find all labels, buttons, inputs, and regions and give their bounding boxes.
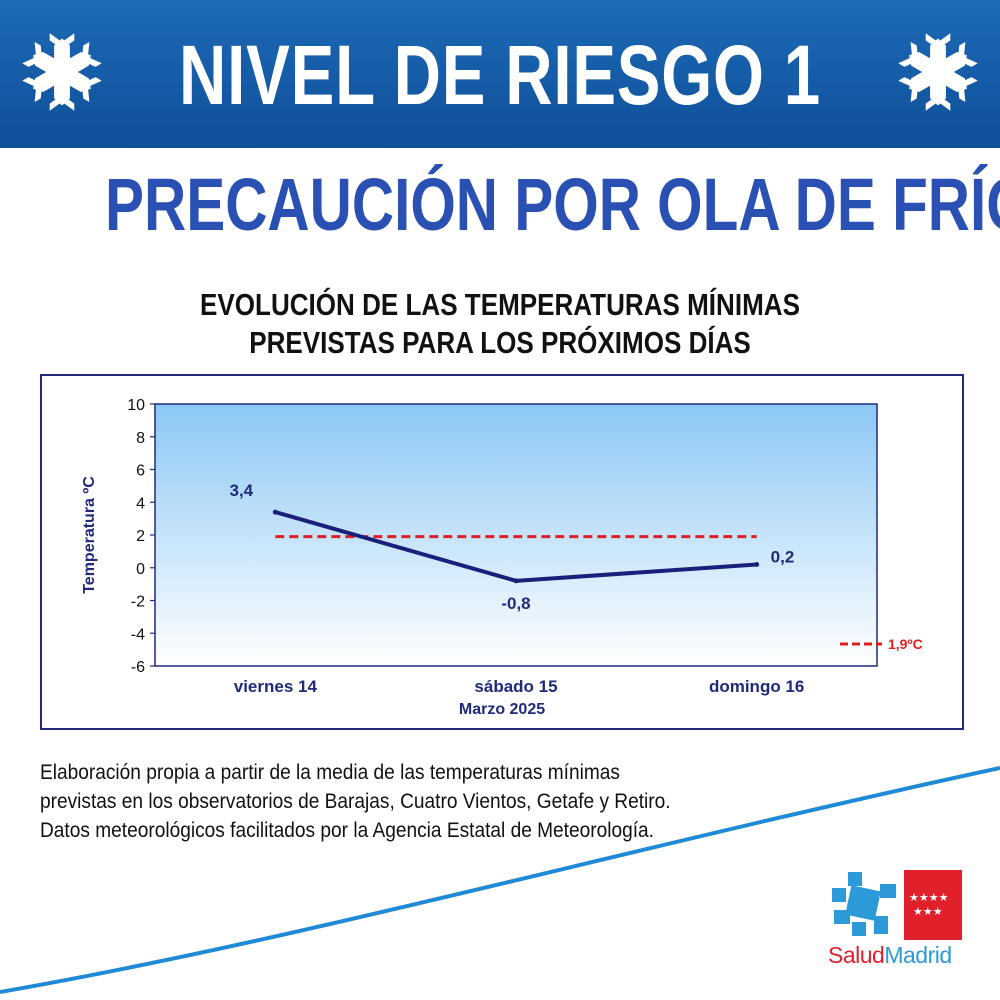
y-tick-label: 10 [127, 397, 145, 414]
y-tick-label: -4 [131, 626, 145, 643]
footnote-line-1: Elaboración propia a partir de la media … [40, 761, 620, 784]
cold-wave-subtitle: PRECAUCIÓN POR OLA DE FRÍO [105, 163, 1000, 246]
snowflake-icon [22, 33, 102, 111]
y-tick-label: 6 [136, 463, 145, 480]
footnote-line-3: Datos meteorológicos facilitados por la … [40, 819, 654, 842]
chart-title-line-1: EVOLUCIÓN DE LAS TEMPERATURAS MÍNIMAS [200, 287, 800, 322]
x-tick-label: domingo 16 [709, 677, 804, 696]
legend-threshold-label: 1,9ºC [888, 636, 923, 652]
header-banner: NIVEL DE RIESGO 1 [0, 0, 1000, 148]
data-point [513, 578, 519, 584]
x-axis-label: Marzo 2025 [459, 701, 545, 718]
data-label: 0,2 [771, 547, 795, 566]
logo-text-salud: Salud [828, 942, 885, 968]
svg-text:★★★: ★★★ [913, 905, 943, 918]
y-tick-label: -2 [131, 594, 145, 611]
data-label: 3,4 [230, 481, 254, 500]
decorative-swoosh [0, 766, 1000, 994]
y-tick-label: -6 [131, 659, 145, 676]
salud-madrid-logo-text: SaludMadrid [828, 940, 968, 970]
y-axis-label: Temperatura ºC [81, 476, 98, 594]
y-tick-label: 2 [136, 528, 145, 545]
x-tick-label: viernes 14 [234, 677, 318, 696]
y-tick-label: 4 [136, 495, 145, 512]
y-tick-label: 0 [136, 561, 145, 578]
data-label: -0,8 [501, 594, 530, 613]
footnote: Elaboración propia a partir de la media … [40, 758, 671, 845]
y-tick-label: 8 [136, 430, 145, 447]
footnote-line-2: previstas en los observatorios de Baraja… [40, 790, 671, 813]
svg-text:★★★★: ★★★★ [909, 891, 949, 904]
chart-title-line-2: PREVISTAS PARA LOS PRÓXIMOS DÍAS [249, 325, 751, 360]
x-tick-label: sábado 15 [474, 677, 557, 696]
temperature-chart: -6 -4 -2 0 2 4 6 8 10 Temperatura ºC viernes 14 sáb… [81, 397, 923, 718]
chart-title: EVOLUCIÓN DE LAS TEMPERATURAS MÍNIMAS PR… [80, 286, 920, 362]
data-point [272, 509, 278, 515]
risk-level-title: NIVEL DE RIESGO 1 [179, 28, 821, 122]
snowflake-icon [898, 33, 978, 111]
data-point [754, 561, 760, 567]
plot-area [154, 403, 878, 667]
salud-madrid-logo-icon: ★★★★ ★★★ [832, 870, 962, 940]
logo-text-madrid: Madrid [884, 942, 952, 968]
chart-frame: -6 -4 -2 0 2 4 6 8 10 Temperatura ºC viernes 14 sáb… [40, 374, 964, 730]
